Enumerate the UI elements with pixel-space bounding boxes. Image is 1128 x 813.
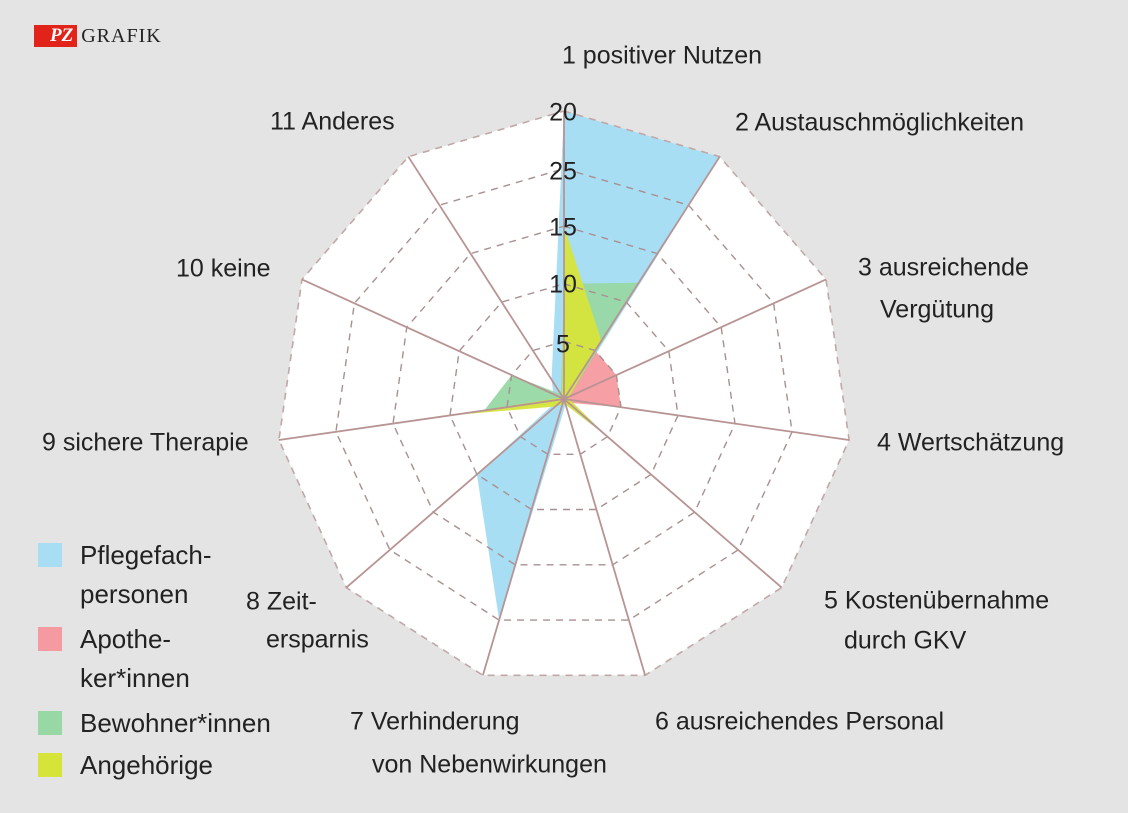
grid-lines bbox=[278, 110, 850, 677]
legend-item-angehoerige: Angehörige bbox=[38, 750, 250, 785]
axis-label: 5 Kostenübernahme bbox=[824, 587, 1049, 615]
legend-item-pflegefachpersonen: Pflegefach- personen bbox=[38, 540, 250, 614]
radial-axis bbox=[482, 398, 565, 676]
legend-label: Apothe- ker*innen bbox=[80, 620, 250, 698]
axis-label: 11 Anderes bbox=[270, 108, 395, 136]
radial-axis bbox=[345, 398, 565, 589]
legend-label: Bewohner*innen bbox=[80, 704, 271, 743]
series-area-1 bbox=[476, 111, 720, 621]
radial-axis bbox=[278, 398, 565, 441]
legend-label-line: Bewohner*innen bbox=[80, 708, 271, 738]
legend-swatch bbox=[38, 627, 62, 651]
legend-label-line: ker*innen bbox=[80, 663, 190, 693]
series-areas bbox=[450, 111, 720, 621]
legend-label-line: Angehörige bbox=[80, 750, 213, 780]
grid-ring bbox=[392, 225, 736, 566]
radial-axis bbox=[301, 278, 565, 400]
brand-logo: PZ GRAFIK bbox=[34, 24, 162, 48]
legend-item-bewohnerinnen: Bewohner*innen bbox=[38, 708, 271, 743]
legend-swatch bbox=[38, 753, 62, 777]
radial-axis bbox=[563, 398, 783, 589]
axis-label: 8 Zeit- bbox=[246, 588, 317, 616]
axis-labels: 1 positiver Nutzen 2 Austauschmöglichkeit… bbox=[42, 42, 1064, 779]
axis-label: Vergütung bbox=[880, 296, 994, 324]
radial-axis bbox=[407, 156, 565, 400]
tick-label: 5 bbox=[556, 331, 570, 359]
grid-ring-outer bbox=[278, 110, 850, 677]
radial-axis bbox=[563, 398, 850, 441]
tick-labels: 5 10 15 25 20 bbox=[549, 99, 577, 359]
axis-label: 6 ausreichendes Personal bbox=[655, 708, 944, 736]
axis-label: ersparnis bbox=[266, 626, 369, 654]
grid-ring bbox=[449, 283, 679, 511]
grid-ring bbox=[335, 167, 793, 621]
legend-item-apothekerinnen: Apothe- ker*innen bbox=[38, 624, 250, 698]
axis-label: 3 ausreichende bbox=[858, 254, 1029, 282]
series-area-4 bbox=[450, 226, 608, 437]
axis-label: 7 Verhinderung bbox=[350, 708, 520, 736]
axis-label: 2 Austauschmöglichkeiten bbox=[735, 109, 1024, 137]
legend-label-line: personen bbox=[80, 579, 189, 609]
brand-word: GRAFIK bbox=[81, 24, 162, 47]
radial-axis bbox=[563, 278, 827, 400]
axis-label: 10 keine bbox=[176, 255, 271, 283]
legend-label: Pflegefach- personen bbox=[80, 536, 250, 614]
series-area-3 bbox=[484, 282, 639, 411]
legend-swatch bbox=[38, 543, 62, 567]
axis-label: durch GKV bbox=[844, 627, 967, 655]
legend-label-line: Apothe- bbox=[80, 624, 172, 654]
tick-label: 10 bbox=[549, 271, 577, 299]
radial-axis bbox=[563, 398, 646, 676]
legend-swatch bbox=[38, 711, 62, 735]
tick-label: 25 bbox=[549, 158, 577, 186]
axis-label: 9 sichere Therapie bbox=[42, 429, 249, 457]
axis-label: von Nebenwirkungen bbox=[372, 751, 607, 779]
brand-logo-mark: PZ bbox=[34, 25, 78, 47]
axis-label: 4 Wertschätzung bbox=[877, 429, 1064, 457]
legend-label-line: Pflegefach- bbox=[80, 540, 212, 570]
legend-label: Angehörige bbox=[80, 746, 250, 785]
tick-label: 15 bbox=[549, 214, 577, 242]
radial-axis bbox=[563, 156, 721, 400]
tick-label: 20 bbox=[549, 99, 577, 127]
axis-label: 1 positiver Nutzen bbox=[562, 42, 762, 70]
